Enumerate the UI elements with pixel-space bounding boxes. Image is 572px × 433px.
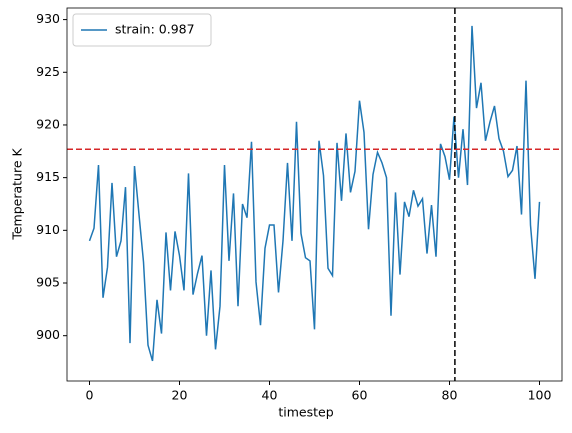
y-axis-label: Temperature K [10,148,25,241]
x-tick-label: 0 [86,388,94,403]
x-tick-label: 100 [528,388,552,403]
y-tick-label: 905 [36,275,60,290]
y-tick-label: 900 [36,327,60,342]
legend-label: strain: 0.987 [115,22,195,37]
y-tick-label: 910 [36,222,60,237]
x-tick-label: 60 [352,388,368,403]
y-tick-label: 915 [36,169,60,184]
legend-box [72,13,212,47]
y-tick-label: 925 [36,64,60,79]
x-tick-label: 80 [442,388,458,403]
line [88,25,541,362]
x-tick-label: 20 [172,388,188,403]
axes-frame [66,7,563,382]
y-tick-label: 920 [36,116,60,131]
y-tick-label: 930 [36,11,60,26]
x-tick-label: 40 [262,388,278,403]
x-axis-label: timestep [278,405,333,420]
